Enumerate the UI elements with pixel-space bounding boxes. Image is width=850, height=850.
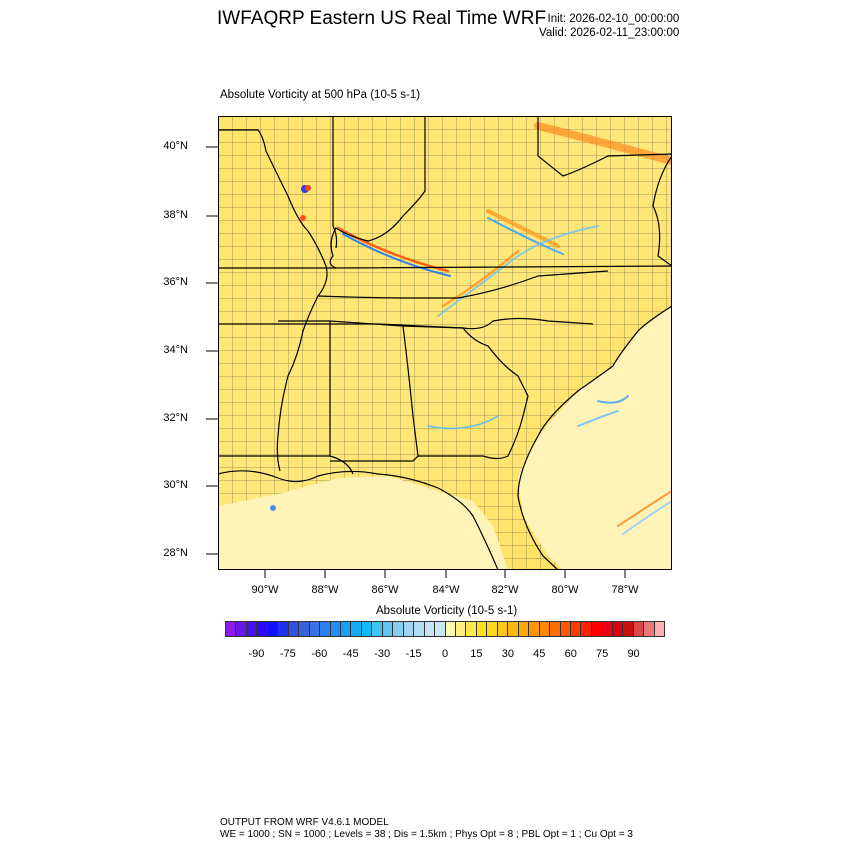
state-boundaries bbox=[218, 116, 672, 570]
footer-line-1: OUTPUT FROM WRF V4.6.1 MODEL bbox=[220, 817, 389, 828]
colorbar-swatch bbox=[570, 622, 582, 636]
colorbar-tick-label: 0 bbox=[441, 648, 449, 660]
colorbar-tick-label: -90 bbox=[248, 648, 265, 660]
lon-tick-label: 82°W bbox=[491, 584, 519, 596]
lon-tick-label: 88°W bbox=[311, 584, 339, 596]
colorbar-swatch bbox=[267, 622, 279, 636]
lon-tick-label: 80°W bbox=[551, 584, 579, 596]
colorbar-tick-label: 75 bbox=[596, 648, 609, 660]
colorbar-swatch bbox=[466, 622, 477, 636]
colorbar-swatch bbox=[257, 622, 268, 636]
footer-line-2: WE = 1000 ; SN = 1000 ; Levels = 38 ; Di… bbox=[220, 829, 633, 840]
colorbar-swatch bbox=[497, 622, 509, 636]
atlantic-ocean bbox=[518, 306, 672, 570]
lat-tick-label: 34°N bbox=[163, 344, 188, 356]
colorbar-swatch bbox=[633, 622, 645, 636]
colorbar-swatch bbox=[644, 622, 655, 636]
colorbar-swatch bbox=[602, 622, 613, 636]
plot-title: IWFAQRP Eastern US Real Time WRF bbox=[217, 8, 547, 29]
colorbar-swatch bbox=[372, 622, 383, 636]
init-valid-times: Init: 2026-02-10_00:00:00 Valid: 2026-02… bbox=[539, 12, 679, 40]
colorbar-swatch bbox=[403, 622, 415, 636]
colorbar-tick-label: 15 bbox=[470, 648, 483, 660]
vorticity-map bbox=[218, 116, 672, 570]
lat-tick-label: 40°N bbox=[163, 140, 188, 152]
colorbar-tick-label: -60 bbox=[311, 648, 328, 660]
colorbar-swatch bbox=[288, 622, 300, 636]
colorbar-swatch bbox=[560, 622, 571, 636]
lat-tick-label: 36°N bbox=[163, 276, 188, 288]
colorbar-swatch bbox=[455, 622, 467, 636]
valid-time: Valid: 2026-02-11_23:00:00 bbox=[539, 27, 680, 39]
colorbar-swatch bbox=[340, 622, 352, 636]
colorbar-swatch bbox=[445, 622, 456, 636]
colorbar-swatch bbox=[539, 622, 551, 636]
colorbar-swatch bbox=[508, 622, 519, 636]
colorbar-swatch bbox=[654, 622, 665, 636]
lat-tick-label: 28°N bbox=[163, 547, 188, 559]
lat-tick-label: 30°N bbox=[163, 479, 188, 491]
gulf-of-mexico bbox=[218, 476, 508, 570]
colorbar-swatch bbox=[487, 622, 498, 636]
lat-ticks bbox=[206, 146, 218, 555]
colorbar-swatch bbox=[414, 622, 425, 636]
field-title: Absolute Vorticity at 500 hPa (10-5 s-1) bbox=[220, 89, 421, 101]
colorbar-tick-label: -30 bbox=[374, 648, 391, 660]
colorbar-swatch bbox=[435, 622, 446, 636]
colorbar-swatch bbox=[278, 622, 289, 636]
colorbar-swatch bbox=[591, 622, 603, 636]
lat-tick-label: 32°N bbox=[163, 412, 188, 424]
colorbar-tick-label: -45 bbox=[342, 648, 359, 660]
colorbar-swatch bbox=[550, 622, 561, 636]
lat-tick-label: 38°N bbox=[163, 209, 188, 221]
colorbar-tick-label: -75 bbox=[279, 648, 296, 660]
lon-tick-label: 90°W bbox=[251, 584, 279, 596]
lon-tick-label: 78°W bbox=[611, 584, 639, 596]
model-footer: OUTPUT FROM WRF V4.6.1 MODEL WE = 1000 ;… bbox=[220, 817, 633, 841]
colorbar-tick-label: -15 bbox=[405, 648, 422, 660]
colorbar-tick-label: 30 bbox=[501, 648, 514, 660]
colorbar-tick-label: 60 bbox=[564, 648, 577, 660]
colorbar-swatch bbox=[476, 622, 488, 636]
colorbar-swatch bbox=[309, 622, 321, 636]
colorbar-swatch bbox=[246, 622, 258, 636]
colorbar-swatch bbox=[351, 622, 362, 636]
colorbar-swatch bbox=[361, 622, 373, 636]
colorbar-swatch bbox=[382, 622, 394, 636]
init-time: Init: 2026-02-10_00:00:00 bbox=[547, 13, 680, 25]
colorbar bbox=[225, 621, 665, 637]
colorbar-swatch bbox=[299, 622, 310, 636]
lon-tick-label: 86°W bbox=[371, 584, 399, 596]
colorbar-swatch bbox=[581, 622, 592, 636]
colorbar-tick-label: 90 bbox=[627, 648, 640, 660]
map-frame bbox=[218, 116, 672, 570]
colorbar-swatch bbox=[393, 622, 404, 636]
colorbar-tick-label: 45 bbox=[533, 648, 546, 660]
colorbar-swatch bbox=[424, 622, 436, 636]
colorbar-swatch bbox=[612, 622, 624, 636]
colorbar-swatch bbox=[529, 622, 540, 636]
colorbar-swatch bbox=[623, 622, 634, 636]
lon-tick-label: 84°W bbox=[432, 584, 460, 596]
colorbar-title: Absolute Vorticity (10-5 s-1) bbox=[376, 605, 518, 617]
lon-ticks bbox=[264, 570, 626, 578]
colorbar-swatch bbox=[330, 622, 341, 636]
colorbar-swatch bbox=[226, 622, 237, 636]
colorbar-swatch bbox=[518, 622, 530, 636]
colorbar-swatch bbox=[236, 622, 247, 636]
colorbar-swatch bbox=[320, 622, 331, 636]
